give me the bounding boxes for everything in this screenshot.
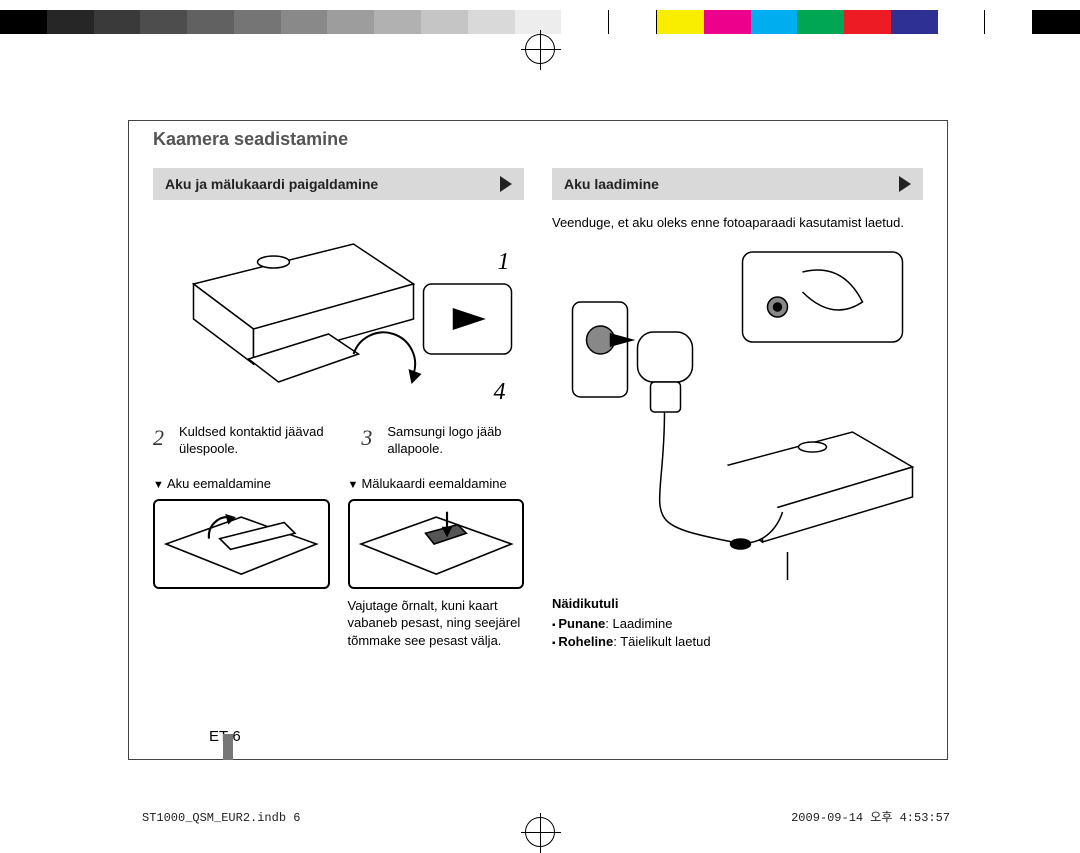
right-column: Aku laadimine Veenduge, et aku oleks enn…: [552, 168, 923, 651]
registration-mark-top: [525, 34, 555, 64]
page-tab-mark: [223, 734, 233, 760]
arrow-right-icon: [500, 176, 512, 192]
section-head-charge-label: Aku laadimine: [564, 176, 659, 192]
step-num-2: 2: [153, 424, 171, 458]
remove-card-diagram: [348, 499, 525, 589]
page-title: Kaamera seadistamine: [153, 129, 923, 150]
step-2: 2 Kuldsed kontaktid jäävad ülespoole.: [153, 424, 343, 458]
left-column: Aku ja mälukaardi paigaldamine 1 4: [153, 168, 524, 651]
footer-timestamp: 2009-09-14 오후 4:53:57: [791, 808, 950, 825]
step-num-3: 3: [361, 424, 379, 458]
legend-title: Näidikutuli: [552, 596, 923, 611]
legend-red: Punane: Laadimine: [552, 615, 923, 633]
step-num-4: 4: [494, 379, 506, 405]
legend-red-desc: : Laadimine: [605, 616, 672, 631]
step-2-text: Kuldsed kontaktid jäävad ülespoole.: [179, 424, 343, 458]
charge-diagram: [552, 242, 923, 582]
step-3-text: Samsungi logo jääb allapoole.: [387, 424, 524, 458]
section-head-charge: Aku laadimine: [552, 168, 923, 200]
legend-green-key: Roheline: [558, 634, 613, 649]
section-head-install-label: Aku ja mälukaardi paigaldamine: [165, 176, 378, 192]
remove-battery-label: Aku eemaldamine: [153, 476, 330, 491]
install-diagram: 1 4: [153, 214, 524, 414]
remove-card-label: Mälukaardi eemaldamine: [348, 476, 525, 491]
remove-card-caption: Vajutage õrnalt, kuni kaart vabaneb pesa…: [348, 597, 525, 650]
remove-battery-diagram: [153, 499, 330, 589]
step-num-1: 1: [498, 249, 510, 275]
section-head-install: Aku ja mälukaardi paigaldamine: [153, 168, 524, 200]
arrow-right-icon: [899, 176, 911, 192]
legend-green-desc: : Täielikult laetud: [613, 634, 710, 649]
footer-filename: ST1000_QSM_EUR2.indb 6: [142, 811, 300, 825]
page-frame: Kaamera seadistamine Aku ja mälukaardi p…: [128, 120, 948, 760]
legend-green: Roheline: Täielikult laetud: [552, 633, 923, 651]
legend-red-key: Punane: [558, 616, 605, 631]
registration-mark-bottom: [525, 817, 555, 847]
charge-intro: Veenduge, et aku oleks enne fotoaparaadi…: [552, 214, 923, 232]
step-3: 3 Samsungi logo jääb allapoole.: [361, 424, 524, 458]
